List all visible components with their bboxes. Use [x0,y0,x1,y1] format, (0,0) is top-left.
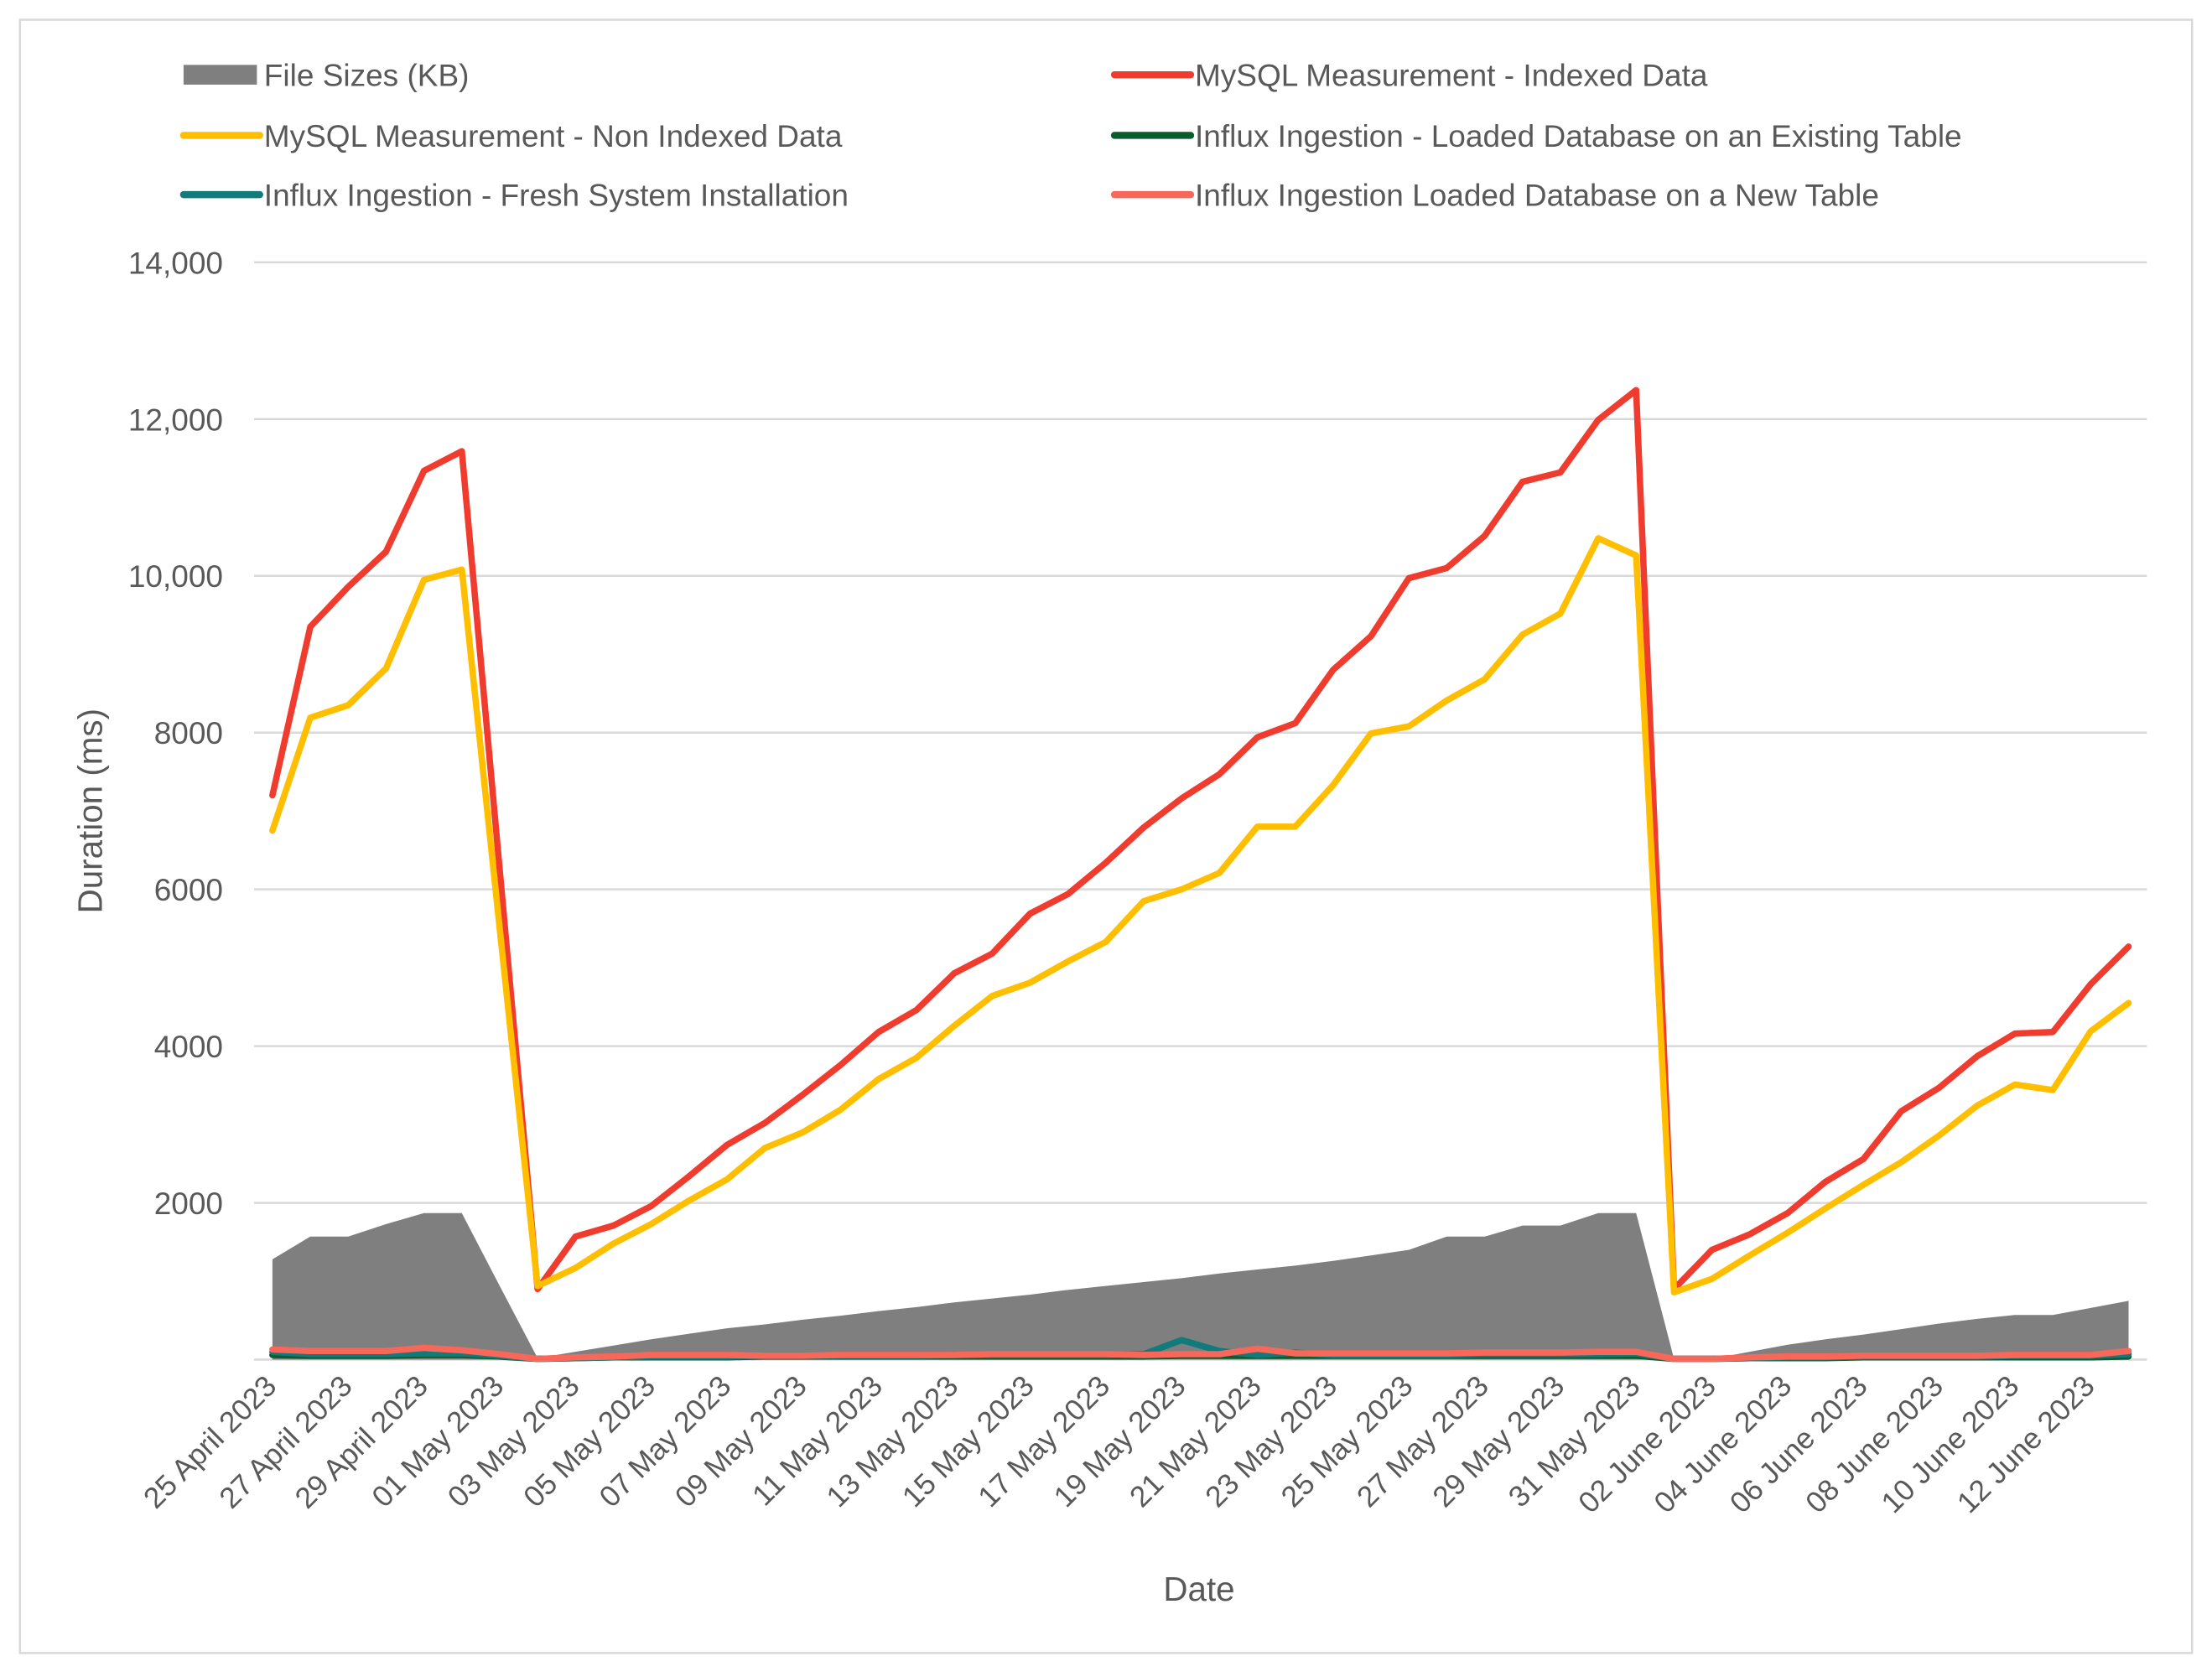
x-axis-title: Date [1163,1570,1234,1608]
y-axis-title: Duration (ms) [70,709,109,913]
line [269,535,2132,1295]
legend-label: MySQL Measurement - Non Indexed Data [264,119,843,153]
y-tick-label: 4000 [154,1030,223,1064]
y-tick-label: 6000 [154,873,223,907]
area [272,1212,2129,1360]
legend-swatch [183,65,257,85]
line [269,1344,2132,1363]
y-tick-label: 2000 [154,1186,223,1221]
y-tick-label: 8000 [154,716,223,750]
y-tick-label: 10,000 [128,559,223,594]
legend-label: Influx Ingestion - Loaded Database on an… [1195,119,1962,153]
y-tick-label: 14,000 [128,246,223,280]
legend-label: MySQL Measurement - Indexed Data [1195,59,1708,93]
line [269,387,2132,1293]
chart-frame [18,18,2194,1654]
legend-label: Influx Ingestion Loaded Database on a Ne… [1195,179,1879,213]
legend-label: File Sizes (KB) [264,59,470,93]
y-tick-label: 12,000 [128,402,223,437]
legend-label: Influx Ingestion - Fresh System Installa… [264,179,849,213]
